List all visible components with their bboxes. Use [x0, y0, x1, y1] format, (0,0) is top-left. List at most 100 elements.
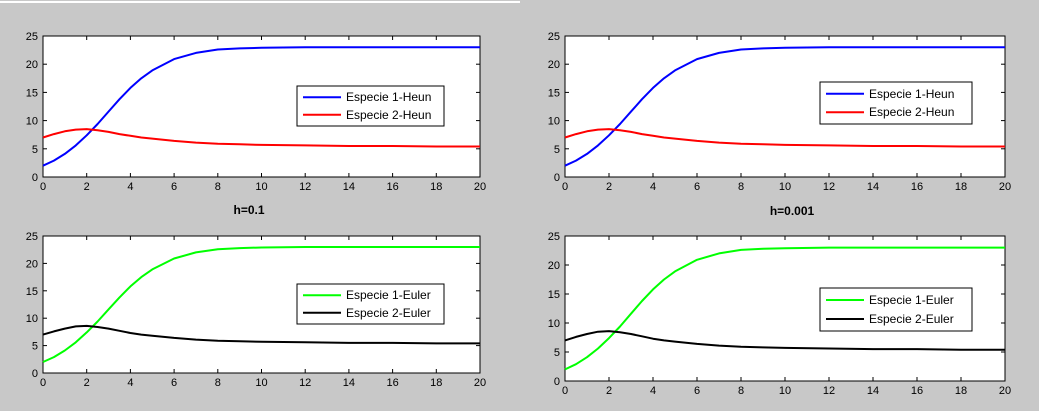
series-line-1	[42, 246, 480, 363]
legend: Especie 1-Euler Especie 2-Euler	[819, 287, 973, 332]
y-tick-label: 20	[26, 258, 38, 270]
y-tick-label: 15	[548, 289, 560, 301]
x-tick-label: 14	[867, 385, 879, 397]
x-tick-label: 10	[255, 377, 267, 389]
x-tick-label: 4	[650, 181, 656, 193]
legend-box	[819, 287, 973, 332]
series-line-2	[42, 324, 480, 345]
y-tick-label: 10	[26, 116, 38, 128]
x-tick-label: 20	[474, 377, 486, 389]
subplot: 0 2 4 6 8 10 12 14 16 18 20 0 5 10 15 20 25 Especie 1-Heu…	[548, 31, 1011, 193]
x-tick-label: 0	[562, 181, 568, 193]
y-tick-label: 20	[26, 59, 38, 71]
x-tick-label: 6	[171, 377, 177, 389]
legend-label: Especie 1-Euler	[346, 288, 431, 302]
y-tick-label: 25	[548, 31, 560, 43]
x-tick-label: 8	[738, 385, 744, 397]
legend-box	[296, 85, 445, 127]
x-tick-label: 18	[955, 181, 967, 193]
x-tick-label: 4	[127, 181, 133, 193]
x-tick-label: 12	[299, 181, 311, 193]
legend-label: Especie 1-Euler	[869, 293, 954, 307]
legend-label: Especie 2-Heun	[346, 108, 431, 122]
x-tick-label: 0	[40, 377, 46, 389]
y-tick-label: 5	[554, 144, 560, 156]
y-tick-label: 10	[548, 318, 560, 330]
legend: Especie 1-Heun Especie 2-Heun	[296, 85, 445, 127]
x-tick-label: 0	[40, 181, 46, 193]
x-tick-label: 4	[127, 377, 133, 389]
x-tick-label: 10	[255, 181, 267, 193]
x-tick-label: 16	[386, 181, 398, 193]
x-tick-label: 16	[911, 181, 923, 193]
x-tick-label: 14	[343, 377, 355, 389]
x-tick-label: 20	[999, 181, 1011, 193]
series-line-1	[564, 46, 1005, 167]
x-tick-label: 6	[171, 181, 177, 193]
x-tick-label: 12	[299, 377, 311, 389]
x-tick-label: 18	[430, 181, 442, 193]
legend-box	[819, 81, 973, 125]
x-tick-label: 8	[215, 181, 221, 193]
x-tick-label: 20	[999, 385, 1011, 397]
x-tick-label: 16	[386, 377, 398, 389]
x-tick-label: 10	[779, 181, 791, 193]
y-tick-label: 10	[548, 116, 560, 128]
x-tick-label: 18	[955, 385, 967, 397]
x-tick-label: 2	[606, 385, 612, 397]
x-tick-label: 2	[606, 181, 612, 193]
y-tick-label: 25	[26, 31, 38, 43]
y-tick-label: 25	[548, 231, 560, 243]
legend-label: Especie 2-Euler	[346, 306, 431, 320]
panel-title: h=0.001	[770, 204, 815, 218]
series-line-2	[564, 330, 1005, 351]
legend-label: Especie 2-Euler	[869, 312, 954, 326]
y-tick-label: 5	[32, 144, 38, 156]
subplot: 0 2 4 6 8 10 12 14 16 18 20 0 5 10 15 20 25 Especie 1-Eul…	[548, 231, 1011, 397]
y-tick-label: 15	[548, 87, 560, 99]
y-tick-label: 0	[32, 172, 38, 184]
legend-box	[296, 283, 445, 325]
x-tick-label: 6	[694, 181, 700, 193]
x-tick-label: 14	[867, 181, 879, 193]
y-tick-label: 5	[32, 341, 38, 353]
legend-label: Especie 1-Heun	[869, 87, 954, 101]
y-tick-label: 15	[26, 286, 38, 298]
x-tick-label: 8	[738, 181, 744, 193]
subplot: 0 2 4 6 8 10 12 14 16 18 20 0 5 10 15 20 25 Especie 1-Eul…	[26, 231, 486, 389]
x-tick-label: 10	[779, 385, 791, 397]
y-tick-label: 15	[26, 87, 38, 99]
x-tick-label: 18	[430, 377, 442, 389]
y-tick-label: 0	[32, 368, 38, 380]
series-line-2	[42, 128, 480, 148]
y-tick-label: 25	[26, 231, 38, 243]
legend: Especie 1-Euler Especie 2-Euler	[296, 283, 445, 325]
y-tick-label: 0	[554, 172, 560, 184]
x-tick-label: 2	[84, 377, 90, 389]
panel-title: h=0.1	[233, 203, 264, 217]
subplot: 0 2 4 6 8 10 12 14 16 18 20 0 5 10 15 20 25 Especie 1-Heu…	[26, 31, 486, 193]
y-tick-label: 20	[548, 260, 560, 272]
x-tick-label: 20	[474, 181, 486, 193]
y-tick-label: 5	[554, 347, 560, 359]
x-tick-label: 8	[215, 377, 221, 389]
x-tick-label: 16	[911, 385, 923, 397]
legend: Especie 1-Heun Especie 2-Heun	[819, 81, 973, 125]
legend-label: Especie 2-Heun	[869, 105, 954, 119]
legend-label: Especie 1-Heun	[346, 90, 431, 104]
y-tick-label: 20	[548, 59, 560, 71]
x-tick-label: 4	[650, 385, 656, 397]
x-tick-label: 6	[694, 385, 700, 397]
x-tick-label: 14	[343, 181, 355, 193]
series-line-2	[564, 128, 1005, 148]
y-tick-label: 10	[26, 313, 38, 325]
series-line-1	[564, 246, 1005, 371]
series-line-1	[42, 46, 480, 167]
x-tick-label: 12	[823, 385, 835, 397]
x-tick-label: 0	[562, 385, 568, 397]
y-tick-label: 0	[554, 376, 560, 388]
x-tick-label: 2	[84, 181, 90, 193]
x-tick-label: 12	[823, 181, 835, 193]
